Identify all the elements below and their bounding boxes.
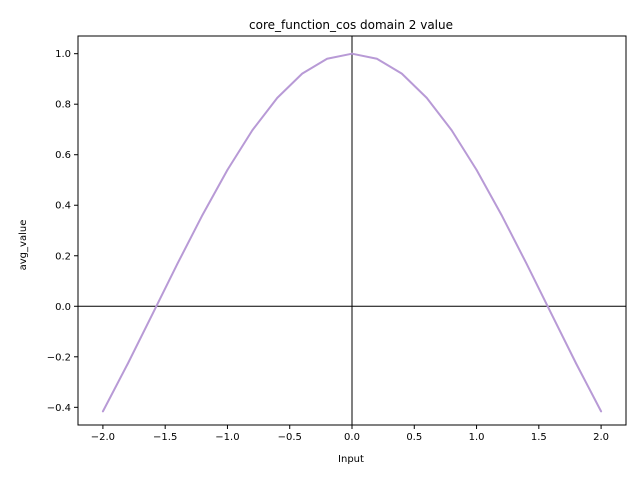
y-tick-label: 0.4 bbox=[55, 201, 71, 212]
data-point bbox=[600, 410, 602, 413]
x-tick-label: −2.0 bbox=[91, 432, 115, 443]
data-point bbox=[475, 169, 478, 171]
x-tick-label: 0.5 bbox=[406, 432, 422, 443]
data-point bbox=[401, 72, 403, 75]
data-point bbox=[575, 362, 577, 365]
y-tick-label: −0.4 bbox=[47, 403, 71, 414]
data-point bbox=[276, 97, 279, 99]
data-point bbox=[226, 169, 229, 171]
x-tick-label: 0.0 bbox=[344, 432, 360, 443]
x-tick-label: −1.5 bbox=[153, 432, 177, 443]
chart-title: core_function_cos domain 2 value bbox=[249, 18, 453, 32]
y-tick-label: 0.8 bbox=[55, 100, 71, 111]
data-point bbox=[127, 362, 129, 365]
data-point bbox=[102, 410, 104, 413]
y-tick-label: 0.2 bbox=[55, 251, 71, 262]
data-point bbox=[301, 72, 303, 75]
data-point bbox=[151, 312, 154, 315]
x-tick-label: −1.0 bbox=[215, 432, 239, 443]
x-tick-label: −0.5 bbox=[278, 432, 302, 443]
data-point bbox=[326, 57, 328, 60]
data-point bbox=[201, 214, 204, 216]
x-tick-label: 1.5 bbox=[531, 432, 547, 443]
data-point bbox=[251, 129, 254, 132]
data-point bbox=[351, 52, 353, 55]
data-point bbox=[525, 262, 528, 265]
data-point bbox=[500, 214, 503, 216]
y-tick-label: 1.0 bbox=[55, 49, 71, 60]
data-point bbox=[425, 97, 428, 99]
data-point bbox=[176, 262, 179, 265]
x-tick-label: 2.0 bbox=[593, 432, 609, 443]
y-tick-label: 0.6 bbox=[55, 150, 71, 161]
data-point bbox=[450, 129, 453, 132]
data-point bbox=[550, 312, 553, 315]
plot-area: −2.0 −1.5 −1.0 −0.5 0.0 0.5 1.0 1.5 2.0 −0.4 −0.2 0… bbox=[47, 35, 627, 443]
x-axis-label: Input bbox=[338, 454, 364, 465]
x-tick-label: 1.0 bbox=[469, 432, 485, 443]
data-point bbox=[376, 57, 378, 60]
y-axis-label: avg_value bbox=[18, 220, 29, 271]
y-tick-label: −0.2 bbox=[47, 352, 71, 363]
y-tick-label: 0.0 bbox=[55, 302, 71, 313]
